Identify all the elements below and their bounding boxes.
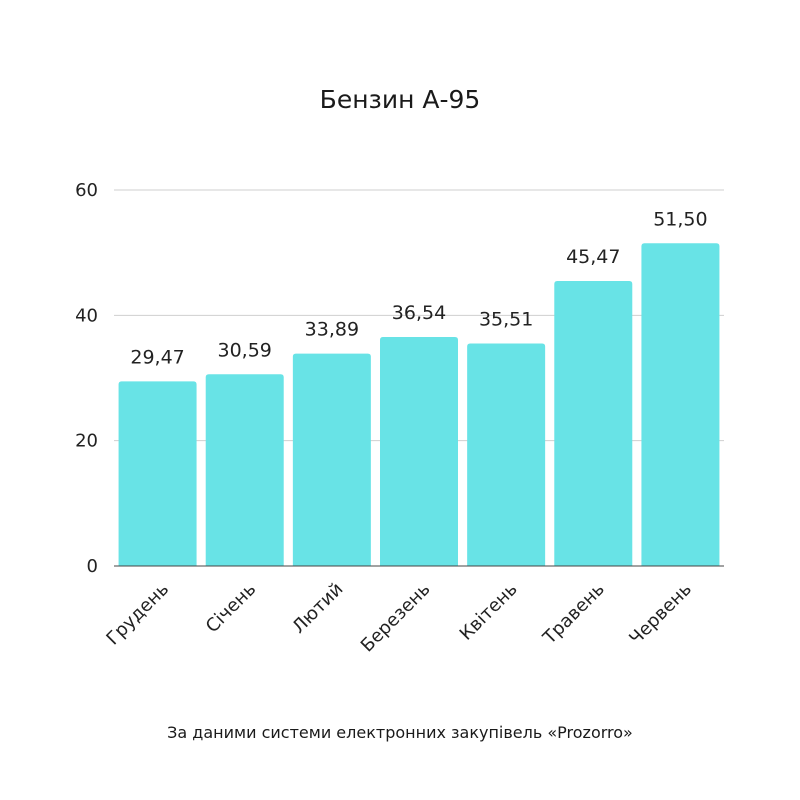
value-labels: 29,47 30,59 33,89 36,54 35,51 45,47 51,50 (130, 208, 707, 368)
bar (118, 381, 197, 566)
value-label: 33,89 (305, 319, 359, 341)
value-label: 30,59 (218, 339, 272, 361)
bar (292, 353, 371, 566)
value-label: 45,47 (566, 246, 620, 268)
y-tick-label: 40 (75, 305, 98, 326)
bar (380, 337, 458, 566)
category-label: Грудень (102, 579, 173, 650)
y-tick-label: 20 (75, 431, 98, 452)
value-label: 35,51 (479, 308, 533, 330)
bar (467, 343, 546, 566)
bar (205, 374, 284, 566)
category-label: Березень (357, 579, 435, 657)
source-note: За даними системи електронних закупівель… (167, 723, 633, 742)
y-axis-ticks: 0 20 40 60 (75, 180, 98, 577)
value-label: 51,50 (653, 208, 707, 230)
value-label: 29,47 (130, 346, 184, 368)
bars (118, 243, 720, 566)
y-tick-label: 0 (87, 556, 98, 577)
chart-title: Бензин А-95 (320, 85, 481, 114)
bar (554, 281, 633, 566)
category-label: Травень (538, 579, 608, 649)
category-label: Квітень (456, 579, 522, 645)
category-label: Лютий (288, 579, 347, 638)
x-axis-labels: Грудень Січень Лютий Березень Квітень Травень… (102, 579, 696, 657)
value-label: 36,54 (392, 302, 446, 324)
category-label: Січень (202, 579, 260, 637)
category-label: Червень (625, 579, 696, 650)
bar (641, 243, 720, 566)
y-tick-label: 60 (75, 180, 98, 201)
